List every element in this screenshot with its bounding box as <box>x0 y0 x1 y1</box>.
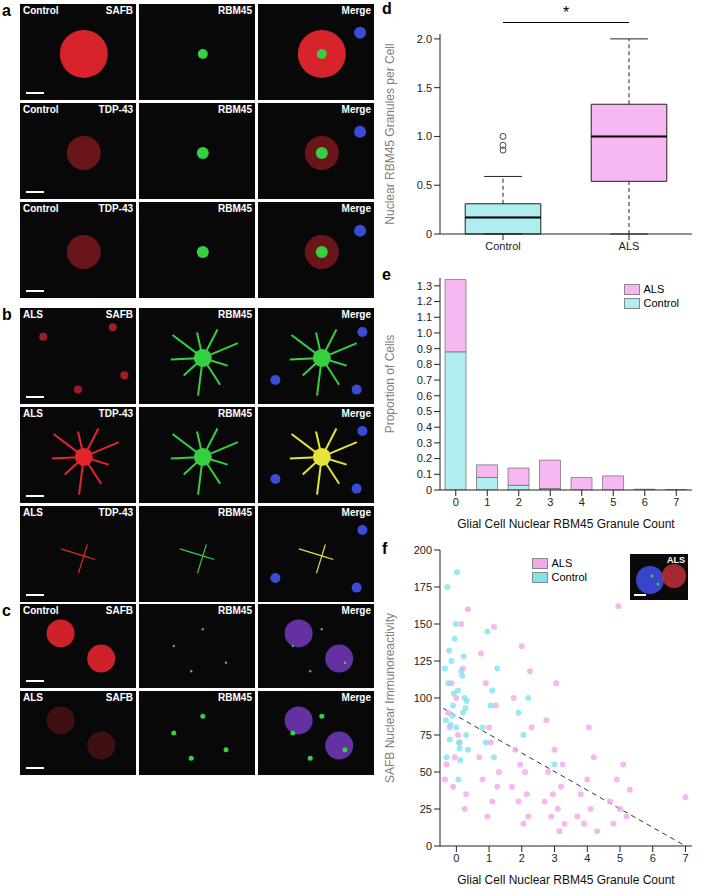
svg-text:7: 7 <box>673 496 679 508</box>
svg-text:Control: Control <box>485 240 520 252</box>
html-text:RBM45: RBM45 <box>218 605 252 616</box>
svg-text:1: 1 <box>484 496 490 508</box>
svg-text:0: 0 <box>426 840 432 852</box>
svg-text:0.9: 0.9 <box>417 343 432 355</box>
svg-text:50: 50 <box>420 766 432 778</box>
html-text:TDP-43: TDP-43 <box>98 104 133 115</box>
html-text:ALS: ALS <box>643 283 665 295</box>
svg-text:0.3: 0.3 <box>417 437 432 449</box>
html-text:RBM45: RBM45 <box>218 5 252 16</box>
html-text:RBM45: RBM45 <box>218 104 252 115</box>
html-text:ALS: ALS <box>23 692 43 703</box>
svg-text:6: 6 <box>642 496 648 508</box>
html-text:SAFB: SAFB <box>105 309 133 320</box>
svg-text:0.5: 0.5 <box>417 405 432 417</box>
svg-text:0.5: 0.5 <box>417 179 432 191</box>
svg-text:75: 75 <box>420 729 432 741</box>
html-text:ALS: ALS <box>667 555 685 565</box>
html-text:e: e <box>382 266 391 283</box>
svg-text:0.2: 0.2 <box>417 452 432 464</box>
svg-text:0.4: 0.4 <box>417 421 432 433</box>
svg-text:5: 5 <box>617 852 623 864</box>
svg-text:100: 100 <box>414 692 432 704</box>
svg-text:Nuclear RBM45 Granules per Cel: Nuclear RBM45 Granules per Cell <box>383 43 397 224</box>
html-text:f: f <box>382 540 388 557</box>
svg-text:175: 175 <box>414 581 432 593</box>
svg-text:2: 2 <box>516 496 522 508</box>
html-text:SAFB: SAFB <box>105 605 133 616</box>
svg-text:ALS: ALS <box>619 240 640 252</box>
html-text:Merge: Merge <box>341 692 371 703</box>
svg-text:1: 1 <box>486 852 492 864</box>
html-text:Merge: Merge <box>341 5 371 16</box>
svg-text:Proportion of Cells: Proportion of Cells <box>383 335 397 434</box>
svg-text:5: 5 <box>610 496 616 508</box>
html-text:RBM45: RBM45 <box>218 203 252 214</box>
html-text:SAFB: SAFB <box>105 692 133 703</box>
html-text:RBM45: RBM45 <box>218 408 252 419</box>
svg-text:0: 0 <box>453 852 459 864</box>
svg-text:3: 3 <box>547 496 553 508</box>
svg-text:1.2: 1.2 <box>417 295 432 307</box>
svg-text:0.8: 0.8 <box>417 358 432 370</box>
html-text:TDP-43: TDP-43 <box>98 507 133 518</box>
svg-text:4: 4 <box>579 496 585 508</box>
svg-text:6: 6 <box>650 852 656 864</box>
html-text:a: a <box>2 2 11 19</box>
svg-text:0.1: 0.1 <box>417 468 432 480</box>
svg-text:25: 25 <box>420 803 432 815</box>
svg-text:0.6: 0.6 <box>417 390 432 402</box>
svg-text:1.5: 1.5 <box>417 82 432 94</box>
html-text:Merge: Merge <box>341 104 371 115</box>
html-text:Control: Control <box>23 203 59 214</box>
html-text:SAFB: SAFB <box>105 5 133 16</box>
svg-text:1.0: 1.0 <box>417 130 432 142</box>
html-text:ALS: ALS <box>23 408 43 419</box>
html-text:RBM45: RBM45 <box>218 507 252 518</box>
html-text:c: c <box>2 602 11 619</box>
svg-text:4: 4 <box>584 852 590 864</box>
html-text:TDP-43: TDP-43 <box>98 203 133 214</box>
html-text:Merge: Merge <box>341 408 371 419</box>
svg-text:0: 0 <box>453 496 459 508</box>
svg-text:2: 2 <box>519 852 525 864</box>
html-text:Control: Control <box>23 104 59 115</box>
html-text:Control: Control <box>551 571 587 583</box>
html-text:b: b <box>2 306 12 323</box>
svg-text:Glial Cell Nuclear RBM45 Granu: Glial Cell Nuclear RBM45 Granule Count <box>457 873 675 887</box>
html-text:Merge: Merge <box>341 605 371 616</box>
html-text:Control: Control <box>23 5 59 16</box>
html-text:ALS: ALS <box>23 507 43 518</box>
html-text:Control: Control <box>23 605 59 616</box>
svg-text:7: 7 <box>682 852 688 864</box>
html-text:ALS: ALS <box>23 309 43 320</box>
svg-text:0: 0 <box>426 484 432 496</box>
html-text:Merge: Merge <box>341 507 371 518</box>
html-text:ALS: ALS <box>551 557 573 569</box>
html-text:Merge: Merge <box>341 203 371 214</box>
html-text:Control: Control <box>643 297 679 309</box>
svg-text:1.0: 1.0 <box>417 327 432 339</box>
svg-text:1.1: 1.1 <box>417 311 432 323</box>
svg-text:3: 3 <box>551 852 557 864</box>
svg-text:0.7: 0.7 <box>417 374 432 386</box>
html-text:d: d <box>382 0 392 17</box>
svg-text:Glial Cell Nuclear RBM45 Granu: Glial Cell Nuclear RBM45 Granule Count <box>457 517 675 531</box>
html-text:TDP-43: TDP-43 <box>98 408 133 419</box>
svg-text:0: 0 <box>426 228 432 240</box>
svg-text:125: 125 <box>414 655 432 667</box>
svg-text:SAFB Nuclear Immunoreactivity: SAFB Nuclear Immunoreactivity <box>383 613 397 783</box>
html-text:Merge: Merge <box>341 309 371 320</box>
svg-text:150: 150 <box>414 618 432 630</box>
svg-text:2.0: 2.0 <box>417 33 432 45</box>
html-text:RBM45: RBM45 <box>218 309 252 320</box>
svg-text:200: 200 <box>414 544 432 556</box>
svg-text:1.3: 1.3 <box>417 280 432 292</box>
html-text:RBM45: RBM45 <box>218 692 252 703</box>
